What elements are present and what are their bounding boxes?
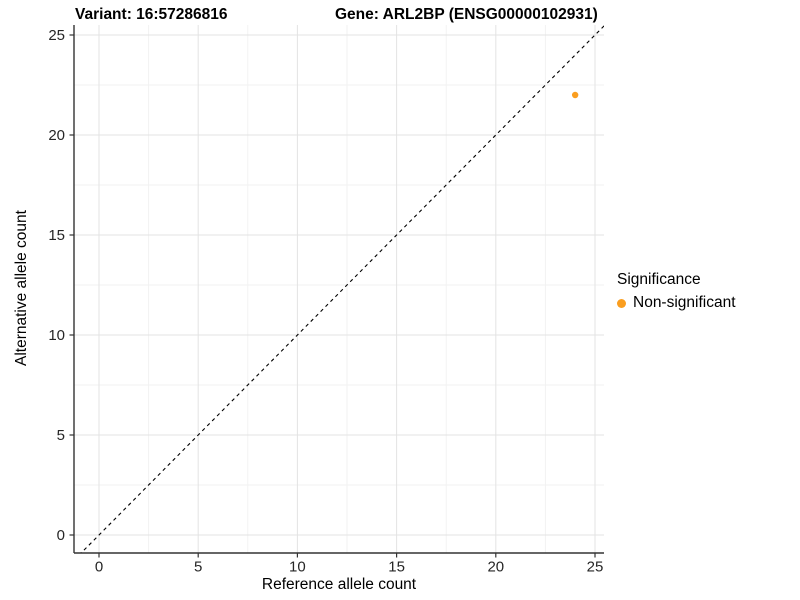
legend-point-icon — [617, 298, 626, 308]
y-tick-label: 15 — [48, 227, 65, 244]
x-tick-label: 25 — [587, 559, 604, 576]
legend: Significance Non-significant — [617, 271, 736, 312]
y-tick-label: 10 — [48, 327, 65, 344]
y-tick-label: 0 — [57, 527, 65, 544]
x-axis-title: Reference allele count — [261, 576, 417, 593]
x-tick-label: 10 — [289, 559, 306, 576]
legend-item-label: Non-significant — [633, 294, 736, 311]
legend-item-non-significant: Non-significant — [617, 294, 736, 312]
x-tick-label: 15 — [388, 559, 405, 576]
identity-line — [80, 25, 604, 553]
plot-title-gene: Gene: ARL2BP (ENSG00000102931) — [335, 6, 598, 23]
y-tick-label: 25 — [48, 27, 65, 44]
x-tick-label: 5 — [194, 559, 202, 576]
plot-title-variant: Variant: 16:57286816 — [75, 6, 228, 23]
y-tick-label: 5 — [57, 427, 65, 444]
x-tick-label: 0 — [95, 559, 103, 576]
data-point — [571, 91, 579, 99]
y-tick-label: 20 — [48, 127, 65, 144]
x-tick-label: 20 — [487, 559, 504, 576]
legend-title: Significance — [617, 271, 701, 288]
